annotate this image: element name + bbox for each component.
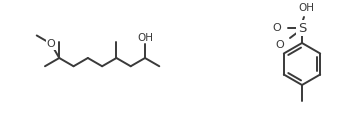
Text: OH: OH bbox=[298, 3, 314, 13]
Text: OH: OH bbox=[137, 33, 153, 43]
Text: O: O bbox=[47, 39, 55, 49]
Text: S: S bbox=[298, 22, 306, 35]
Text: O: O bbox=[276, 40, 285, 50]
Text: O: O bbox=[273, 23, 281, 33]
